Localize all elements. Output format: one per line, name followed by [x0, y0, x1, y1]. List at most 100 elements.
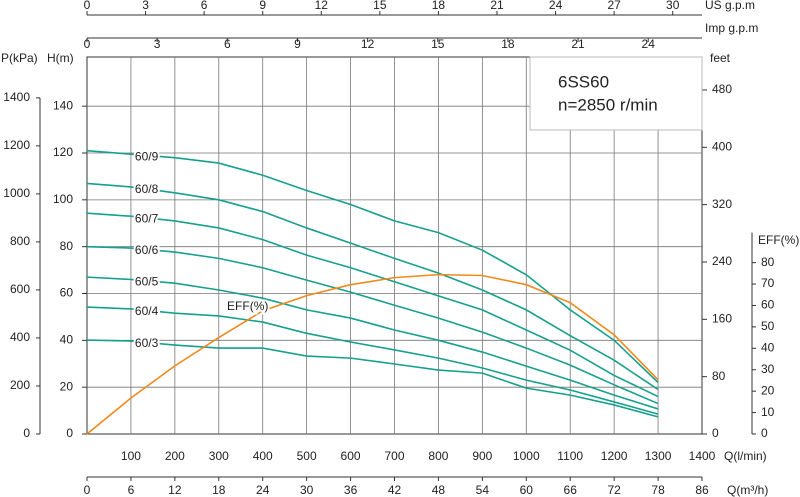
y-tick-label: 1000 [3, 186, 30, 200]
y-tick-label: 0 [23, 426, 30, 440]
series-label: 60/6 [135, 243, 159, 257]
head-curve [86, 339, 659, 418]
y-tick-label: 400 [712, 139, 732, 153]
x-tick-label: 30 [666, 0, 680, 12]
head-curve [86, 182, 659, 391]
x-tick-label: 9 [259, 0, 266, 12]
y-tick-label: 1400 [3, 90, 30, 104]
x-tick-label: 18 [501, 37, 515, 51]
axis-title: P(kPa) [1, 51, 38, 65]
x-tick-label: 21 [571, 37, 585, 51]
x-tick-label: 72 [607, 483, 621, 497]
y-tick-label: 60 [60, 286, 74, 300]
x-tick-label: 6 [201, 0, 208, 12]
x-tick-label: 1200 [601, 449, 628, 463]
x-tick-label: 12 [168, 483, 182, 497]
y-tick-label: 0 [66, 426, 73, 440]
y-tick-label: 600 [10, 282, 30, 296]
x-tick-label: 700 [384, 449, 404, 463]
x-tick-label: 15 [373, 0, 387, 12]
x-tick-label: 300 [209, 449, 229, 463]
series-label: 60/5 [135, 275, 159, 289]
head-curve [86, 306, 659, 415]
series-label: 60/9 [135, 149, 159, 163]
x-tick-label: 1300 [645, 449, 672, 463]
x-tick-label: 12 [361, 37, 375, 51]
x-tick-label: 24 [549, 0, 563, 12]
x-tick-label: 1400 [689, 449, 716, 463]
y-tick-label: 400 [10, 330, 30, 344]
head-curve [86, 212, 659, 398]
y-tick-label: 20 [60, 379, 74, 393]
y-axis-title: H(m) [47, 51, 74, 65]
y-tick-label: 240 [712, 254, 732, 268]
x-tick-label: 78 [651, 483, 665, 497]
y-tick-label: 200 [10, 378, 30, 392]
y2-tick-label: 50 [761, 319, 775, 333]
series-label: EFF(%) [227, 299, 268, 313]
annotation: n=2850 r/min [558, 95, 658, 114]
annotation: 6SS60 [558, 72, 609, 91]
y-tick-label: 140 [53, 98, 73, 112]
series-label: 60/7 [135, 211, 159, 225]
y2-tick-label: 40 [761, 340, 775, 354]
series-label: 60/4 [135, 304, 159, 318]
x-tick-label: 9 [294, 37, 301, 51]
y-tick-label: 100 [53, 192, 73, 206]
x-tick-label: 36 [344, 483, 358, 497]
y-tick-label: 80 [712, 369, 726, 383]
x-tick-label: 24 [642, 37, 656, 51]
axis-title: Imp g.p.m [705, 21, 758, 35]
x-tick-label: 15 [431, 37, 445, 51]
x-tick-label: 86 [695, 483, 709, 497]
head-curve [86, 276, 659, 410]
x-tick-label: 30 [300, 483, 314, 497]
x-tick-label: 60 [520, 483, 534, 497]
x-tick-label: 1000 [513, 449, 540, 463]
series-label: 60/3 [135, 336, 159, 350]
y-tick-label: 0 [712, 426, 719, 440]
axis-title: Q(m³/h) [727, 483, 768, 497]
x-tick-label: 54 [476, 483, 490, 497]
y2-tick-label: 20 [761, 383, 775, 397]
x-tick-label: 18 [432, 0, 446, 12]
y-tick-label: 320 [712, 197, 732, 211]
x-tick-label: 6 [128, 483, 135, 497]
y2-tick-label: 30 [761, 362, 775, 376]
head-curve [86, 245, 659, 405]
x-axis-title: Q(l/min) [724, 449, 767, 463]
annotation-box [529, 56, 703, 131]
x-tick-label: 500 [297, 449, 317, 463]
x-tick-label: 21 [490, 0, 504, 12]
y2-tick-label: 60 [761, 298, 775, 312]
x-tick-label: 100 [121, 449, 141, 463]
y-tick-label: 160 [712, 311, 732, 325]
axis-title: US g.p.m [705, 0, 755, 12]
x-tick-label: 48 [432, 483, 446, 497]
x-tick-label: 0 [84, 483, 91, 497]
x-tick-label: 200 [165, 449, 185, 463]
x-tick-label: 3 [154, 37, 161, 51]
y2-tick-label: 0 [761, 426, 768, 440]
x-tick-label: 0 [84, 0, 91, 12]
y2-tick-label: 70 [761, 276, 775, 290]
y2-tick-label: 10 [761, 405, 775, 419]
y-tick-label: 1200 [3, 138, 30, 152]
x-tick-label: 400 [253, 449, 273, 463]
efficiency-curve [86, 273, 659, 435]
x-tick-label: 27 [607, 0, 621, 12]
y-tick-label: 40 [60, 333, 74, 347]
x-tick-label: 42 [388, 483, 402, 497]
x-tick-label: 6 [224, 37, 231, 51]
axis-title: feet [710, 51, 731, 65]
x-tick-label: 900 [472, 449, 492, 463]
x-tick-label: 12 [315, 0, 329, 12]
x-tick-label: 0 [84, 37, 91, 51]
y2-axis-title: EFF(%) [758, 233, 799, 247]
x-tick-label: 3 [142, 0, 149, 12]
y-tick-label: 800 [10, 234, 30, 248]
x-tick-label: 1100 [557, 449, 583, 463]
x-tick-label: 18 [212, 483, 226, 497]
y2-tick-label: 80 [761, 255, 775, 269]
